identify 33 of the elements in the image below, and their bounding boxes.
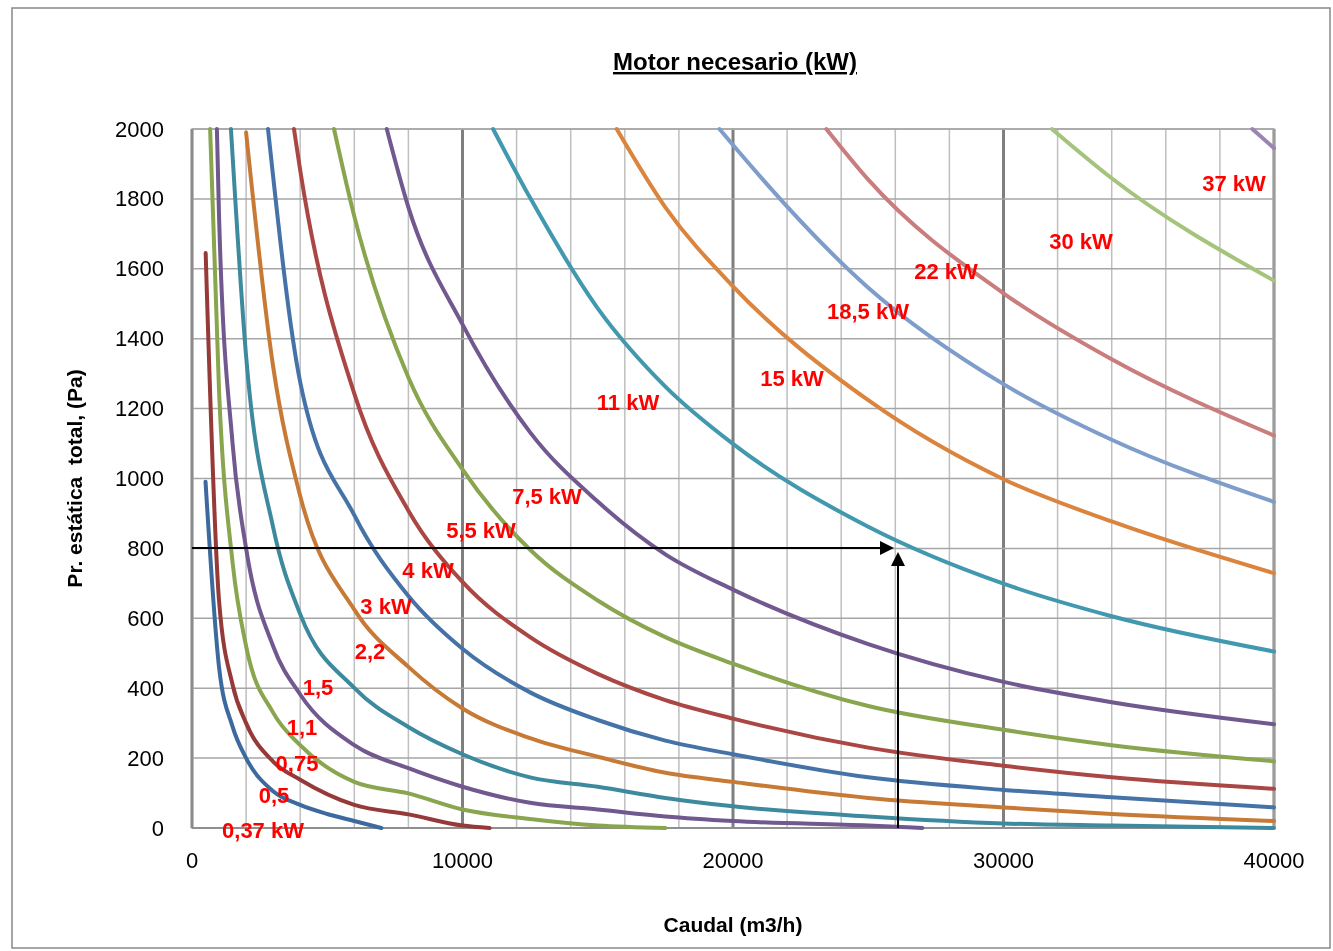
series-label: 7,5 kW xyxy=(512,483,583,509)
series-label: 1,1 xyxy=(286,714,318,740)
x-tick-label: 10000 xyxy=(431,848,494,873)
x-axis-title: Caudal (m3/h) xyxy=(663,913,803,936)
y-tick-label: 600 xyxy=(127,605,164,631)
y-tick-label: 200 xyxy=(127,745,164,771)
series-label: 18,5 kW xyxy=(827,298,910,324)
y-axis-title: Pr. estática total, (Pa) xyxy=(63,369,86,588)
y-tick-label: 400 xyxy=(127,675,164,701)
y-tick-label: 1000 xyxy=(115,466,164,491)
chart-title: Motor necesario (kW) xyxy=(612,48,858,75)
y-tick-label: 800 xyxy=(127,535,164,561)
line-series xyxy=(824,127,1276,438)
series-label: 30 kW xyxy=(1049,228,1114,254)
series-label: 37 kW xyxy=(1202,170,1267,196)
series-label: 0,37 kW xyxy=(222,817,305,843)
x-tick-label: 20000 xyxy=(702,848,764,873)
x-tick-label: 40000 xyxy=(1243,848,1305,873)
y-tick-label: 0 xyxy=(151,815,164,841)
line-series xyxy=(717,127,1276,504)
series-label: 22 kW xyxy=(914,258,979,284)
series-label: 1,5 xyxy=(302,674,334,700)
series-label: 11 kW xyxy=(596,389,660,415)
y-tick-label: 1800 xyxy=(115,186,164,212)
x-tick-label: 0 xyxy=(185,848,199,873)
y-tick-label: 1200 xyxy=(115,396,164,422)
series-label: 2,2 xyxy=(354,638,386,664)
y-tick-label: 1600 xyxy=(115,256,164,282)
y-tick-label: 1400 xyxy=(115,326,164,352)
y-tick-label: 2000 xyxy=(115,116,164,142)
x-tick-label: 30000 xyxy=(972,848,1035,873)
series-label: 3 kW xyxy=(360,593,412,619)
series-label: 15 kW xyxy=(760,365,825,391)
